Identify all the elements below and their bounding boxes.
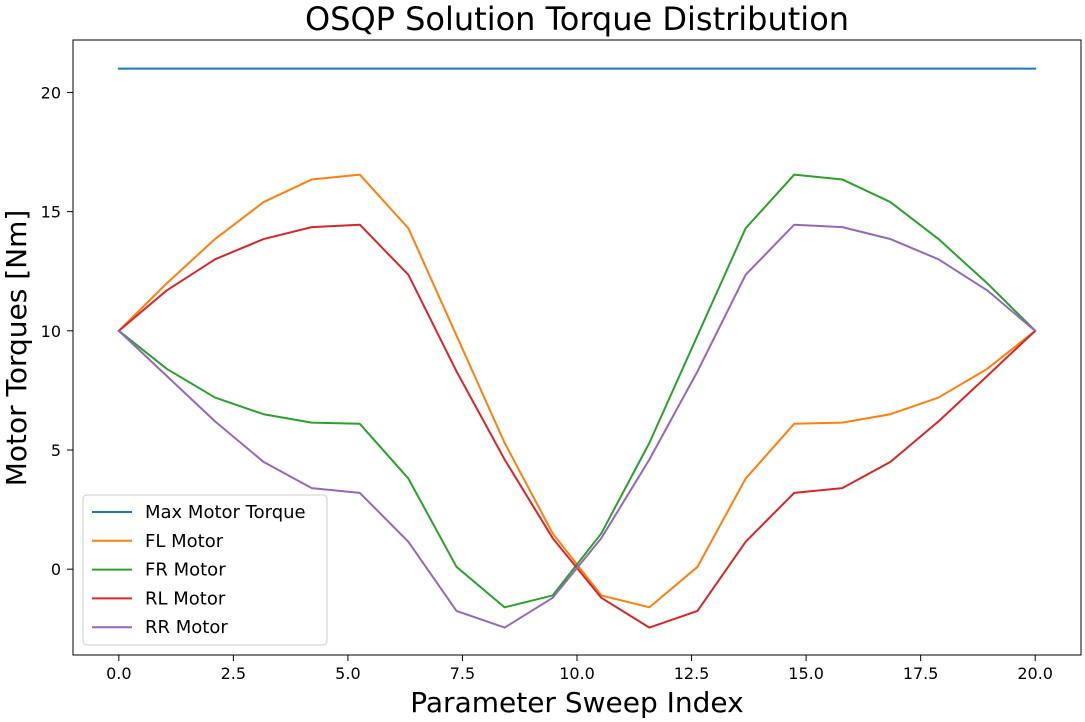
y-tick-label: 0 <box>51 560 61 579</box>
y-axis-label: Motor Torques [Nm] <box>0 210 33 487</box>
legend-label-1: FL Motor <box>145 531 224 552</box>
x-tick-label: 12.5 <box>674 664 710 683</box>
y-axis: 0 5 10 15 20 <box>41 83 73 579</box>
x-tick-label: 17.5 <box>903 664 939 683</box>
legend-label-2: FR Motor <box>145 560 226 581</box>
legend-box <box>82 494 328 646</box>
x-axis-label: Parameter Sweep Index <box>410 686 743 719</box>
x-tick-label: 0.0 <box>106 664 131 683</box>
x-tick-label: 7.5 <box>450 664 475 683</box>
y-tick-label: 10 <box>41 322 61 341</box>
legend: Max Motor Torque FL Motor FR Motor RL Motor… <box>82 494 328 646</box>
x-axis: 0.0 2.5 5.0 7.5 10.0 12.5 15.0 17.5 20.0 <box>106 655 1053 683</box>
x-tick-label: 5.0 <box>335 664 360 683</box>
y-tick-label: 20 <box>41 83 61 102</box>
x-tick-label: 10.0 <box>559 664 595 683</box>
plot-area <box>117 67 1037 629</box>
legend-label-4: RR Motor <box>145 617 228 638</box>
legend-label-0: Max Motor Torque <box>145 502 306 523</box>
series-line-2 <box>117 173 1037 609</box>
legend-label-3: RL Motor <box>145 588 226 609</box>
x-tick-label: 15.0 <box>788 664 824 683</box>
x-tick-label: 2.5 <box>221 664 246 683</box>
series-line-4 <box>117 223 1037 629</box>
y-tick-label: 15 <box>41 203 61 222</box>
x-tick-label: 20.0 <box>1017 664 1053 683</box>
y-tick-label: 5 <box>51 441 61 460</box>
chart-title: OSQP Solution Torque Distribution <box>305 0 849 38</box>
